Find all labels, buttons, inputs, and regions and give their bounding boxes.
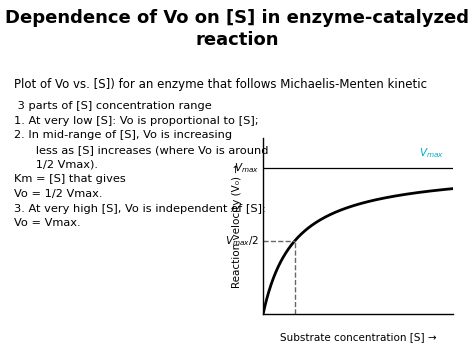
Text: 3 parts of [S] concentration range
1. At very low [S]: Vo is proportional to [S]: 3 parts of [S] concentration range 1. At… — [14, 101, 269, 228]
Text: Substrate concentration [S] →: Substrate concentration [S] → — [280, 332, 436, 342]
Text: $V_{max}/2$: $V_{max}/2$ — [226, 234, 259, 248]
Text: Plot of Vo vs. [S]) for an enzyme that follows Michaelis-Menten kinetic: Plot of Vo vs. [S]) for an enzyme that f… — [14, 78, 427, 91]
Text: Dependence of Vo on [S] in enzyme-catalyzed
reaction: Dependence of Vo on [S] in enzyme-cataly… — [5, 9, 469, 49]
Text: $V_{max}$: $V_{max}$ — [234, 161, 259, 175]
Text: Reaction velocity (V₀) →: Reaction velocity (V₀) → — [231, 164, 242, 288]
Text: $V_{max}$: $V_{max}$ — [419, 147, 444, 160]
Text: $K_M$: $K_M$ — [287, 353, 302, 355]
